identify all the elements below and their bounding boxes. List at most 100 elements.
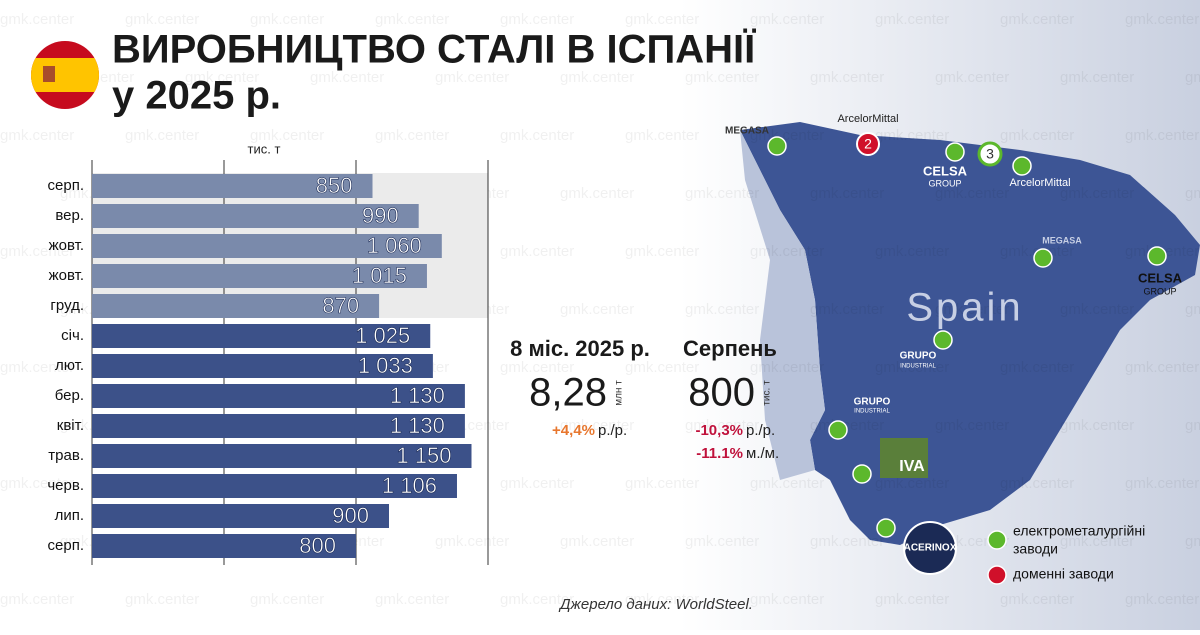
plant-marker <box>828 420 848 440</box>
watermark: gmk.center <box>0 591 74 608</box>
bar-value-label: 1 025 <box>355 323 410 348</box>
watermark: gmk.center <box>500 127 574 144</box>
watermark: gmk.center <box>685 301 759 318</box>
legend-swatch <box>987 565 1007 585</box>
spain-shape <box>740 122 1200 545</box>
category-label: жовт. <box>49 237 84 254</box>
watermark: gmk.center <box>500 11 574 28</box>
watermark: gmk.center <box>810 185 884 202</box>
title: ВИРОБНИЦТВО СТАЛІ В ІСПАНІЇ <box>112 28 756 72</box>
watermark: gmk.center <box>435 533 509 550</box>
watermark: gmk.center <box>1000 591 1074 608</box>
watermark: gmk.center <box>685 417 759 434</box>
watermark: gmk.center <box>250 11 324 28</box>
watermark: gmk.center <box>500 591 574 608</box>
watermark: gmk.center <box>560 533 634 550</box>
legend-label: доменні заводи <box>1013 566 1114 582</box>
stat-unit: тис. т <box>762 380 773 406</box>
portugal-shape <box>740 130 825 480</box>
plant-marker <box>876 518 896 538</box>
watermark: gmk.center <box>685 533 759 550</box>
company-label: CELSA <box>923 163 968 178</box>
watermark: gmk.center <box>310 69 384 86</box>
watermark: gmk.center <box>625 475 699 492</box>
company-label: MEGASA <box>1042 235 1082 245</box>
bar <box>92 294 380 318</box>
category-label: черв. <box>47 477 84 494</box>
watermark: gmk.center <box>375 11 449 28</box>
watermark: gmk.center <box>1185 533 1200 550</box>
bar-value-label: 1 015 <box>352 263 407 288</box>
watermark: gmk.center <box>1185 69 1200 86</box>
watermark: gmk.center <box>1125 475 1199 492</box>
bar <box>92 444 472 468</box>
watermark: gmk.center <box>875 359 949 376</box>
stat-unit: млн т <box>614 380 625 406</box>
watermark: gmk.center <box>375 591 449 608</box>
company-label: MEGASA <box>725 126 769 137</box>
acerinox-logo <box>903 521 957 575</box>
subtitle: у 2025 р. <box>112 74 281 118</box>
company-label: IVA <box>899 458 925 475</box>
watermark: gmk.center <box>810 69 884 86</box>
bar <box>92 264 427 288</box>
watermark: gmk.center <box>375 127 449 144</box>
plant-marker <box>977 141 1003 167</box>
watermark: gmk.center <box>750 475 824 492</box>
watermark: gmk.center <box>0 359 74 376</box>
bar-value-label: 800 <box>299 533 336 558</box>
category-label: серп. <box>48 537 84 554</box>
watermark: gmk.center <box>935 417 1009 434</box>
bar-value-label: 1 060 <box>367 233 422 258</box>
category-label: лют. <box>55 357 84 374</box>
watermark: gmk.center <box>875 127 949 144</box>
stat-change-label: р./р. <box>598 422 627 439</box>
watermark: gmk.center <box>185 69 259 86</box>
plant-marker <box>1147 246 1167 266</box>
watermark: gmk.center <box>935 301 1009 318</box>
bar-value-label: 850 <box>316 173 353 198</box>
watermark: gmk.center <box>685 69 759 86</box>
plant-marker <box>933 330 953 350</box>
bar-value-label: 1 033 <box>358 353 413 378</box>
watermark: gmk.center <box>1060 533 1134 550</box>
watermark: gmk.center <box>875 11 949 28</box>
bar <box>92 504 389 528</box>
watermark: gmk.center <box>0 127 74 144</box>
legend-swatch <box>987 530 1007 550</box>
company-label: CELSA <box>1138 270 1183 285</box>
plant-marker <box>856 132 880 156</box>
flag <box>31 41 99 109</box>
watermark: gmk.center <box>560 185 634 202</box>
watermark: gmk.center <box>1125 359 1199 376</box>
bar-value-label: 1 150 <box>396 443 451 468</box>
stat-change-label: р./р. <box>746 422 775 439</box>
watermark: gmk.center <box>810 533 884 550</box>
watermark: gmk.center <box>1060 301 1134 318</box>
bar-value-label: 990 <box>362 203 399 228</box>
plant-marker <box>1012 156 1032 176</box>
company-label: INDUSTRIAL <box>854 409 890 415</box>
watermark: gmk.center <box>625 11 699 28</box>
category-label: серп. <box>48 177 84 194</box>
iva-logo <box>880 438 928 478</box>
watermark: gmk.center <box>0 475 74 492</box>
legend-label: електрометалургійні <box>1013 523 1145 539</box>
bar-value-label: 1 130 <box>390 383 445 408</box>
plant-number: 3 <box>986 146 994 162</box>
axis-label: тис. т <box>248 141 281 156</box>
watermark: gmk.center <box>935 185 1009 202</box>
legend-label: заводи <box>1013 541 1058 557</box>
watermark: gmk.center <box>125 127 199 144</box>
stat-value: 8,28 <box>529 371 607 415</box>
watermark: gmk.center <box>1060 417 1134 434</box>
bar <box>92 384 465 408</box>
company-label: GRUPO <box>854 397 891 408</box>
watermark: gmk.center <box>625 127 699 144</box>
stat-change: -10,3% <box>695 422 743 439</box>
country-label: Spain <box>906 286 1023 330</box>
watermark: gmk.center <box>1060 69 1134 86</box>
bar-value-label: 1 106 <box>382 473 437 498</box>
watermark: gmk.center <box>560 301 634 318</box>
watermark: gmk.center <box>875 243 949 260</box>
